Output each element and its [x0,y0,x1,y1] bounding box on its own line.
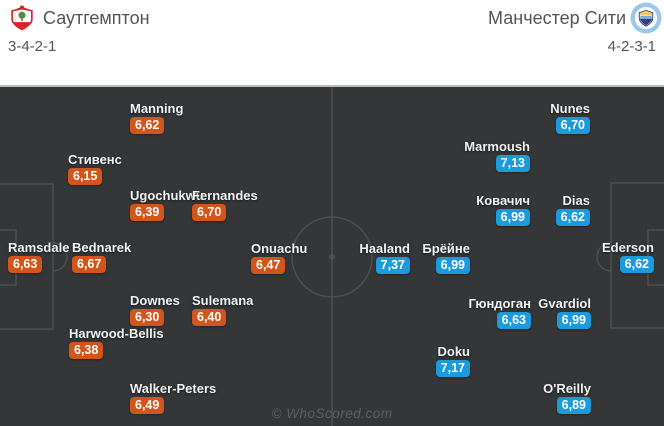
player-rating-badge: 6,38 [69,342,104,359]
player-name: Haaland [359,241,410,256]
player-name: Ramsdale [8,240,70,255]
player-rating-badge: 6,30 [130,309,165,326]
player-away[interactable]: Ederson 6,62 [602,240,654,273]
player-home[interactable]: Manning 6,62 [130,101,183,134]
player-away[interactable]: Marmoush 7,13 [464,139,530,172]
player-name: Ковачич [476,193,530,208]
player-rating-badge: 6,70 [555,117,590,134]
player-away[interactable]: Dias 6,62 [555,193,590,226]
player-home[interactable]: Sulemana 6,40 [192,293,253,326]
player-rating-badge: 6,99 [495,209,530,226]
player-rating-badge: 6,62 [555,209,590,226]
pitch [0,85,664,426]
player-rating-badge: 6,40 [192,309,227,326]
home-team-name: Саутгемптон [43,8,150,28]
player-name: Bednarek [72,240,132,255]
player-name: Fernandes [192,188,258,203]
player-home[interactable]: Ramsdale 6,63 [8,240,69,273]
player-away[interactable]: Ковачич 6,99 [476,193,530,226]
player-name: Sulemana [192,293,254,308]
player-name: Гюндоган [468,296,531,311]
player-rating-badge: 7,37 [375,257,410,274]
home-formation: 3-4-2-1 [8,38,57,55]
player-away[interactable]: Gvardiol 6,99 [538,296,591,329]
player-rating-badge: 6,99 [435,257,470,274]
whoscored-watermark: © WhoScored.com [271,406,393,421]
player-home[interactable]: Fernandes 6,70 [192,188,258,221]
player-away[interactable]: O'Reilly 6,89 [543,381,591,414]
player-away[interactable]: Haaland 7,37 [359,241,410,274]
pitch-markings [0,87,664,426]
player-home[interactable]: Walker-Peters 6,49 [130,381,216,414]
player-name: Брёйне [422,241,470,256]
player-name: Manning [130,101,184,116]
southampton-crest-icon [11,5,33,31]
player-home[interactable]: Стивенс 6,15 [68,152,122,185]
player-name: Ederson [601,240,654,255]
away-team-name: Манчестер Сити [488,8,626,28]
away-formation: 4-2-3-1 [607,38,656,55]
player-rating-badge: 6,62 [619,256,654,273]
player-home[interactable]: Ugochukwu 6,39 [130,188,204,221]
match-header: Саутгемптон 3-4-2-1 Манчестер Сити 4-2-3… [0,0,664,85]
player-name: Gvardiol [538,296,591,311]
player-away[interactable]: Гюндоган 6,63 [468,296,531,329]
player-away[interactable]: Doku 7,17 [435,344,471,377]
player-rating-badge: 6,63 [496,312,531,329]
man-city-crest-icon [630,2,662,34]
player-name: Walker-Peters [130,381,217,396]
player-name: Стивенс [68,152,122,167]
player-name: O'Reilly [543,381,591,396]
player-name: Doku [437,344,471,359]
player-name: Nunes [550,101,590,116]
player-rating-badge: 6,39 [130,204,165,221]
player-rating-badge: 6,67 [72,256,107,273]
player-rating-badge: 7,13 [495,155,530,172]
player-home[interactable]: Harwood-Bellis 6,38 [69,326,164,359]
player-name: Onuachu [251,241,308,256]
player-rating-badge: 6,99 [556,312,591,329]
player-name: Ugochukwu [130,188,204,203]
player-rating-badge: 6,49 [130,397,165,414]
player-name: Downes [130,293,180,308]
player-home[interactable]: Bednarek 6,67 [72,240,131,273]
player-name: Harwood-Bellis [69,326,164,341]
player-rating-badge: 6,89 [556,397,591,414]
player-name: Marmoush [464,139,530,154]
player-rating-badge: 7,17 [435,360,470,377]
player-home[interactable]: Onuachu 6,47 [251,241,307,274]
player-home[interactable]: Downes 6,30 [130,293,180,326]
player-rating-badge: 6,47 [251,257,286,274]
player-rating-badge: 6,63 [8,256,43,273]
player-away[interactable]: Брёйне 6,99 [422,241,470,274]
player-rating-badge: 6,15 [68,168,103,185]
player-rating-badge: 6,62 [130,117,165,134]
player-name: Dias [562,193,590,208]
player-away[interactable]: Nunes 6,70 [550,101,590,134]
player-rating-badge: 6,70 [192,204,227,221]
